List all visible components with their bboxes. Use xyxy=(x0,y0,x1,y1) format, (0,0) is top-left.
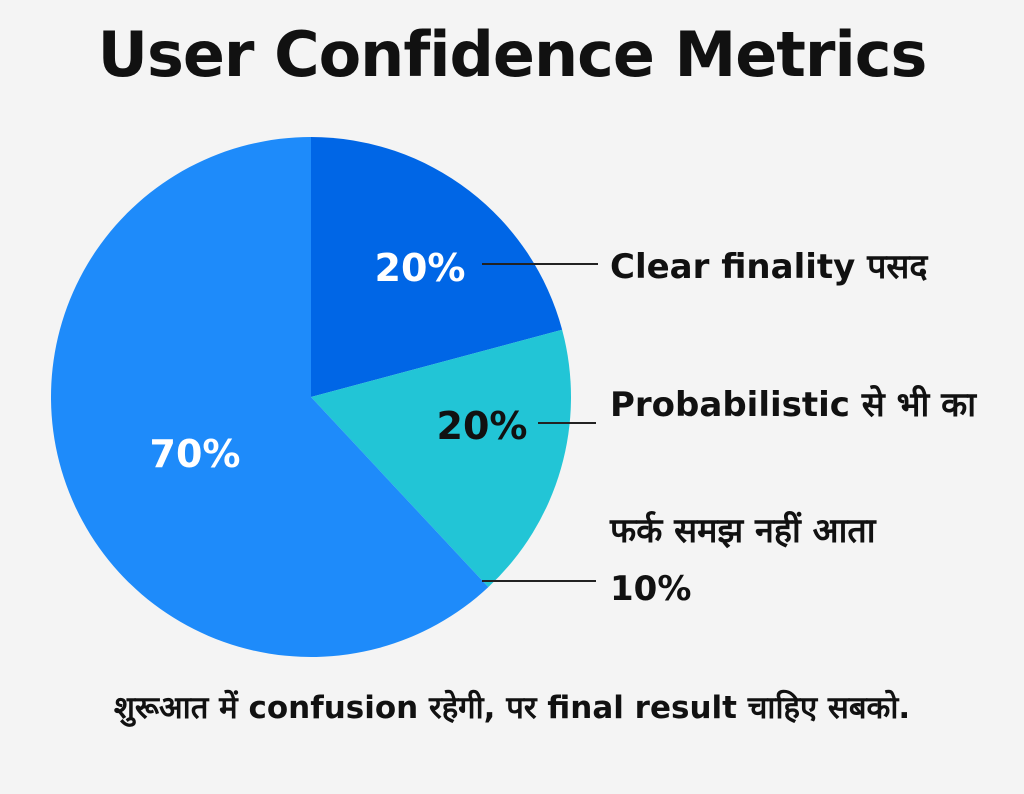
slice-category-label: Probabilistic से भी का xyxy=(610,384,977,425)
slice-value-label: 20% xyxy=(375,246,466,290)
slice-value-label: 10% xyxy=(610,569,691,609)
chart-footnote: शुरूआत में confusion रहेगी, पर final res… xyxy=(113,690,911,726)
pie-slice-probabilistic xyxy=(311,329,571,588)
pie-slice-clear-finality xyxy=(311,137,563,397)
pie-slice-70 xyxy=(50,137,489,658)
slice-category-label: Clear finality पसद xyxy=(610,247,928,287)
slice-value-label: 70% xyxy=(150,432,241,476)
slice-category-label: फर्क समझ नहीं आता xyxy=(609,510,877,551)
slice-value-label: 20% xyxy=(437,404,528,448)
chart-title: User Confidence Metrics xyxy=(97,18,928,91)
